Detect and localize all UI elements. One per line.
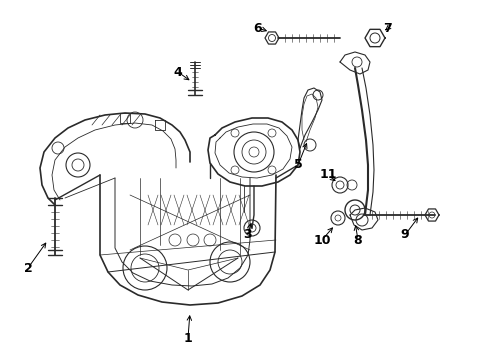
Text: 2: 2 (23, 261, 32, 274)
Text: 1: 1 (183, 332, 192, 345)
Text: 9: 9 (400, 229, 408, 242)
Text: 6: 6 (253, 22, 262, 35)
Text: 8: 8 (353, 234, 362, 247)
Text: 10: 10 (313, 234, 330, 247)
Text: 7: 7 (383, 22, 391, 35)
Text: 5: 5 (293, 158, 302, 171)
Text: 4: 4 (173, 66, 182, 78)
Text: 11: 11 (319, 168, 336, 181)
Text: 3: 3 (243, 229, 252, 242)
